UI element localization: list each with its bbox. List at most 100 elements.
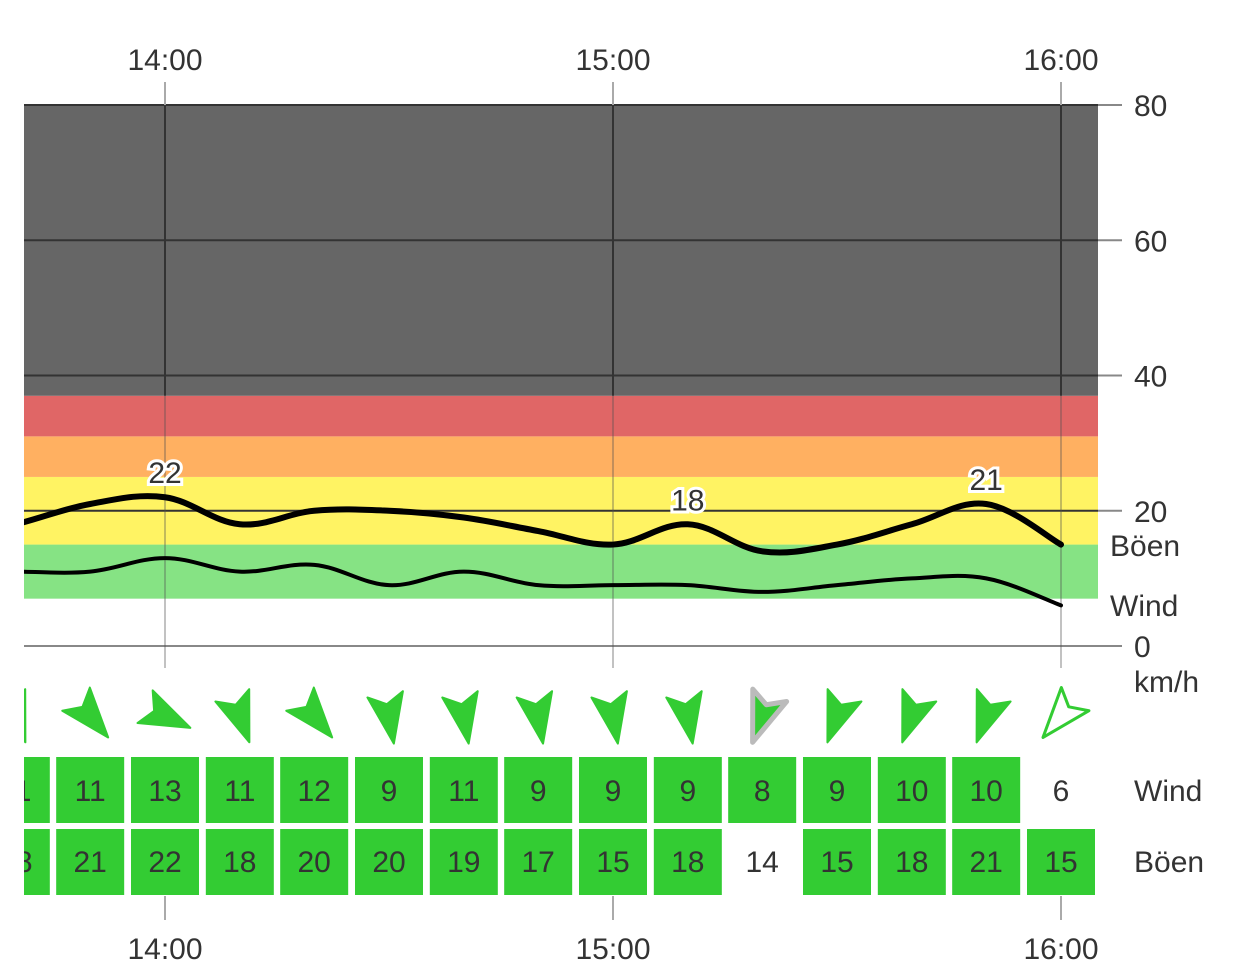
wind-cell — [504, 757, 573, 823]
y-tick-label-80: 80 — [1134, 90, 1167, 123]
arrow-shape — [366, 690, 404, 745]
gust-value: 15 — [820, 846, 853, 879]
gust-cell — [803, 829, 871, 895]
gust-value: 20 — [297, 846, 330, 879]
rating-bands — [24, 105, 1098, 646]
wind-cell — [355, 757, 423, 823]
time-label-bottom: 16:00 — [1023, 933, 1098, 966]
band-4 — [24, 395, 1098, 437]
row-label-wind: Wind — [1134, 775, 1202, 808]
arrow-shape — [285, 686, 334, 739]
wind-direction-arrow-icon — [24, 688, 27, 744]
wind-value: 12 — [297, 775, 330, 808]
arrow-shape — [665, 690, 703, 745]
peak-labels: 22 18 21 — [145, 454, 1006, 520]
gust-value: 18 — [0, 846, 33, 879]
gust-value: 21 — [969, 846, 1002, 879]
gust-cell — [1027, 829, 1095, 895]
y-tick-label-60: 60 — [1134, 225, 1167, 258]
y-axis-unit-label: km/h — [1134, 666, 1199, 699]
wind-direction-arrow-icon — [826, 688, 863, 744]
wind-cell — [205, 757, 274, 823]
wind-line — [24, 556, 1063, 608]
gust-value: 19 — [447, 846, 480, 879]
y-tick-label-40: 40 — [1134, 361, 1167, 394]
table-clip-group: 11 18 11 21 13 22 11 18 12 20 9 20 11 19 9 17 9 15 9 18 8 14 9… — [0, 757, 1095, 895]
arrow-shape — [975, 688, 1012, 744]
wind-value: 13 — [148, 775, 181, 808]
wind-cell — [877, 757, 946, 823]
gust-cell — [56, 829, 125, 895]
gust-line — [24, 493, 1064, 556]
band-1 — [24, 544, 1098, 599]
gust-value: 22 — [148, 846, 181, 879]
gust-value: 20 — [372, 846, 405, 879]
series-clip-group — [24, 493, 1064, 608]
time-label-top: 16:00 — [1023, 44, 1098, 77]
gust-value: 18 — [895, 846, 928, 879]
legend-wind-label: Wind — [1110, 590, 1178, 623]
peak-label: 18 — [671, 484, 704, 517]
gust-value: 17 — [521, 846, 554, 879]
wind-direction-arrow-icon — [975, 688, 1012, 744]
wind-value: 11 — [224, 775, 255, 808]
top-time-axis: 14:00 15:00 16:00 — [127, 44, 1098, 77]
gust-value: 14 — [745, 846, 778, 879]
gust-cell — [355, 829, 423, 895]
gust-cell — [429, 829, 498, 895]
band-5 — [24, 105, 1098, 396]
wind-cell — [56, 757, 125, 823]
gust-cell — [579, 829, 647, 895]
wind-value: 11 — [0, 775, 31, 808]
wind-value: 6 — [1053, 775, 1070, 808]
wind-cell — [803, 757, 871, 823]
wind-direction-arrow-icon — [136, 689, 192, 729]
wind-direction-arrow-icon — [901, 688, 938, 744]
band-0 — [24, 598, 1098, 646]
wind-direction-arrow-icon — [515, 690, 554, 745]
row-label-gust: Böen — [1134, 846, 1204, 879]
band-3 — [24, 436, 1098, 477]
arrow-shape — [901, 688, 938, 744]
wind-cell — [131, 757, 199, 823]
wind-direction-arrow-icon — [665, 690, 703, 745]
value-table: 11 18 11 21 13 22 11 18 12 20 9 20 11 19 9 17 9 15 9 18 8 14 9… — [0, 757, 1095, 895]
wind-cell — [579, 757, 647, 823]
gust-cell — [504, 829, 573, 895]
gust-value: 15 — [596, 846, 629, 879]
arrow-shape — [515, 690, 554, 745]
y-tick-label-0: 0 — [1134, 631, 1151, 664]
arrow-shape — [136, 689, 192, 729]
gust-value: 21 — [73, 846, 106, 879]
legend-gust-label: Böen — [1110, 530, 1180, 563]
peak-label: 22 — [148, 457, 181, 490]
gust-value: 18 — [671, 846, 704, 879]
peak-label: 21 — [969, 464, 1002, 497]
wind-direction-arrow-icon — [590, 690, 628, 745]
wind-value: 8 — [754, 775, 771, 808]
gust-cell — [280, 829, 349, 895]
gust-cell — [877, 829, 946, 895]
wind-value: 11 — [448, 775, 479, 808]
grid-lines — [24, 82, 1098, 920]
y-axis: 0 20 40 60 80 — [1098, 90, 1167, 664]
direction-arrows — [24, 686, 1091, 745]
arrow-shape — [826, 688, 863, 744]
gust-value: 18 — [223, 846, 256, 879]
wind-value: 9 — [679, 775, 696, 808]
wind-value: 9 — [381, 775, 398, 808]
time-label-top: 15:00 — [575, 44, 650, 77]
wind-direction-arrow-icon — [1041, 686, 1091, 739]
arrow-shape — [750, 686, 790, 745]
wind-direction-arrow-icon — [285, 686, 334, 739]
wind-value: 10 — [969, 775, 1002, 808]
time-label-bottom: 14:00 — [127, 933, 202, 966]
gust-cell — [131, 829, 199, 895]
arrow-shape — [24, 688, 27, 744]
wind-cell — [653, 757, 722, 823]
wind-direction-arrow-icon — [750, 686, 790, 745]
arrow-shape — [214, 688, 251, 744]
series-lines — [24, 493, 1064, 608]
wind-value: 9 — [530, 775, 547, 808]
arrow-shape — [590, 690, 628, 745]
